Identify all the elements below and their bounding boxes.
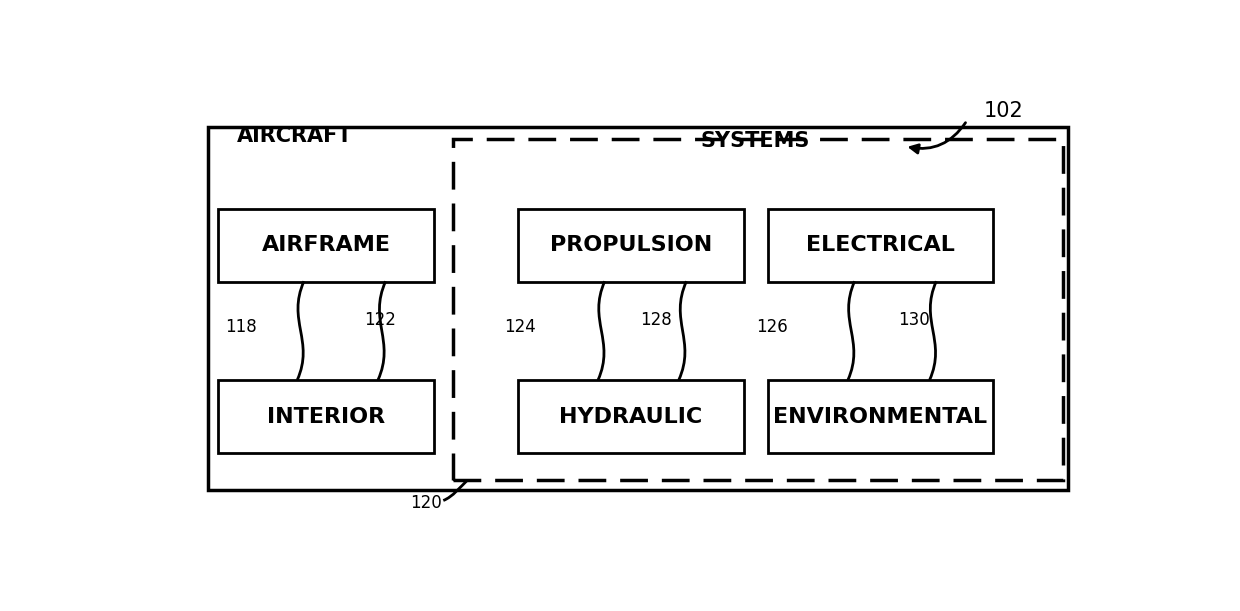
Bar: [518, 208, 744, 282]
Text: 124: 124: [503, 318, 536, 337]
Text: PROPULSION: PROPULSION: [549, 235, 712, 255]
Bar: [453, 139, 1063, 480]
Text: 102: 102: [983, 101, 1023, 121]
Text: 126: 126: [755, 318, 787, 337]
Text: AIRFRAME: AIRFRAME: [262, 235, 391, 255]
Text: 122: 122: [365, 312, 397, 329]
Text: SYSTEMS: SYSTEMS: [701, 131, 810, 151]
Text: 120: 120: [409, 494, 441, 512]
Text: 128: 128: [640, 312, 672, 329]
Text: 118: 118: [226, 318, 257, 337]
Text: AIRCRAFT: AIRCRAFT: [237, 126, 352, 146]
Bar: [768, 380, 993, 453]
Text: ENVIRONMENTAL: ENVIRONMENTAL: [774, 407, 987, 426]
Text: ELECTRICAL: ELECTRICAL: [806, 235, 955, 255]
Text: HYDRAULIC: HYDRAULIC: [559, 407, 702, 426]
Bar: [218, 208, 434, 282]
Bar: [518, 380, 744, 453]
Bar: [768, 208, 993, 282]
Bar: [218, 380, 434, 453]
Text: INTERIOR: INTERIOR: [267, 407, 386, 426]
Text: 130: 130: [898, 312, 930, 329]
Bar: [208, 128, 1068, 489]
